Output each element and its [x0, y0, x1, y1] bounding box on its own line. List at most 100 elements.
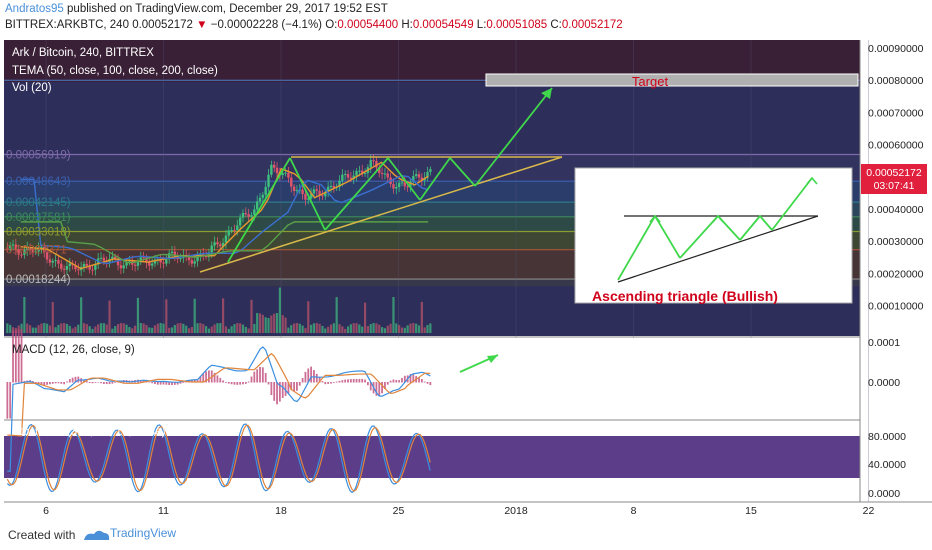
candle-body [287, 172, 290, 178]
legend-macd: MACD (12, 26, close, 9) [12, 344, 135, 356]
macd-hist-bar [102, 382, 105, 384]
macd-hist-bar [284, 382, 287, 396]
macd-hist-bar [273, 382, 276, 401]
candle-body [346, 174, 350, 178]
candle-body [142, 257, 145, 259]
volume-bar [17, 325, 20, 333]
volume-bar [213, 324, 216, 333]
volume-bar [304, 328, 307, 333]
macd-hist-bar [54, 382, 57, 384]
macd-hist-bar [94, 382, 97, 383]
macd-hist-bar [142, 380, 145, 383]
candle-body [11, 244, 15, 246]
candle-body [392, 184, 395, 189]
candle-body [361, 170, 364, 174]
candle-body [375, 161, 378, 168]
volume-bar [361, 326, 364, 333]
created-with-text: Created with [8, 528, 76, 542]
macd-hist-bar [375, 382, 378, 396]
candle-body [119, 265, 123, 269]
candle-body [312, 189, 316, 194]
volume-bar [190, 327, 193, 333]
volume-bar [270, 315, 273, 333]
macd-hist-bar [233, 382, 236, 385]
macd-hist-bar [159, 382, 162, 385]
volume-bar [179, 323, 182, 333]
volume-bar [159, 323, 162, 333]
macd-hist-bar [17, 329, 20, 383]
volume-bar [389, 323, 392, 333]
macd-hist-bar [165, 382, 168, 385]
volume-bar [403, 327, 406, 333]
stoch-tick-label: 0.0000 [868, 488, 900, 500]
volume-bar [420, 301, 423, 333]
candle-body [238, 217, 242, 226]
volume-bar [222, 298, 225, 333]
macd-hist-bar [307, 368, 310, 383]
volume-bar [196, 323, 199, 333]
candle-body [8, 245, 12, 249]
candle-body [233, 229, 236, 231]
macd-hist-bar [344, 379, 347, 383]
volume-bar [145, 325, 148, 333]
price-tick-label: 0.00040000 [868, 204, 924, 216]
macd-hist-bar [20, 328, 23, 383]
author-link[interactable]: Andratos95 [5, 3, 64, 15]
candle-body [386, 173, 389, 178]
macd-hist-bar [290, 382, 293, 391]
volume-bar [99, 323, 103, 333]
tema-fast-line [20, 161, 429, 270]
volume-bar [295, 323, 299, 333]
macd-hist-bar [88, 382, 91, 383]
candle-body [227, 230, 230, 236]
legend-title: Ark / Bitcoin, 240, BITTREX [12, 47, 154, 59]
candle-body [380, 172, 384, 174]
close-value: 0.00052172 [561, 19, 623, 31]
time-tick-label: 2018 [504, 505, 528, 517]
tema-mid-line [20, 174, 429, 265]
volume-bar [9, 324, 12, 333]
candle-body [349, 177, 353, 180]
volume-bar [77, 324, 80, 333]
volume-bar [182, 323, 185, 333]
price-tick-label: 0.00060000 [868, 140, 924, 152]
macd-hist-bar [71, 377, 74, 383]
macd-hist-bar [276, 382, 278, 405]
macd-hist-bar [270, 382, 273, 396]
candle-body [253, 209, 256, 216]
inset-zigzag [679, 215, 719, 259]
candle-body [403, 182, 406, 187]
target-box[interactable] [485, 73, 859, 87]
candle-body [261, 194, 265, 198]
volume-bar [108, 300, 111, 333]
fib-label: 0.00042145) [6, 197, 71, 209]
candle-body [165, 259, 168, 264]
volume-bar [202, 324, 205, 333]
macd-hist-bar [205, 371, 207, 383]
volume-bar [335, 297, 338, 333]
inset-zigzag [654, 215, 681, 259]
volume-bar [94, 326, 97, 333]
macd-hist-bar [43, 382, 46, 386]
volume-bar [236, 323, 239, 333]
volume-bar [292, 323, 296, 333]
candle-body [26, 247, 29, 251]
candle-body [412, 175, 415, 182]
macd-hist-bar [114, 382, 117, 383]
macd-hist-bar [111, 382, 114, 384]
macd-hist-bar [66, 381, 68, 383]
macd-hist-bar [304, 371, 307, 383]
volume-bar [133, 325, 137, 333]
inset-support [617, 215, 819, 283]
macd-hist-bar [49, 382, 51, 385]
cloud-shape [84, 530, 110, 540]
volume-bar [199, 323, 202, 333]
tradingview-logo-text[interactable]: TradingView [110, 526, 177, 540]
macd-hist-bar [51, 382, 54, 384]
legend-vol: Vol (20) [12, 82, 52, 94]
inset-drawing [617, 176, 819, 283]
macd-hist-bar [162, 382, 165, 385]
volume-bar [187, 328, 191, 333]
candle-body [82, 263, 86, 267]
